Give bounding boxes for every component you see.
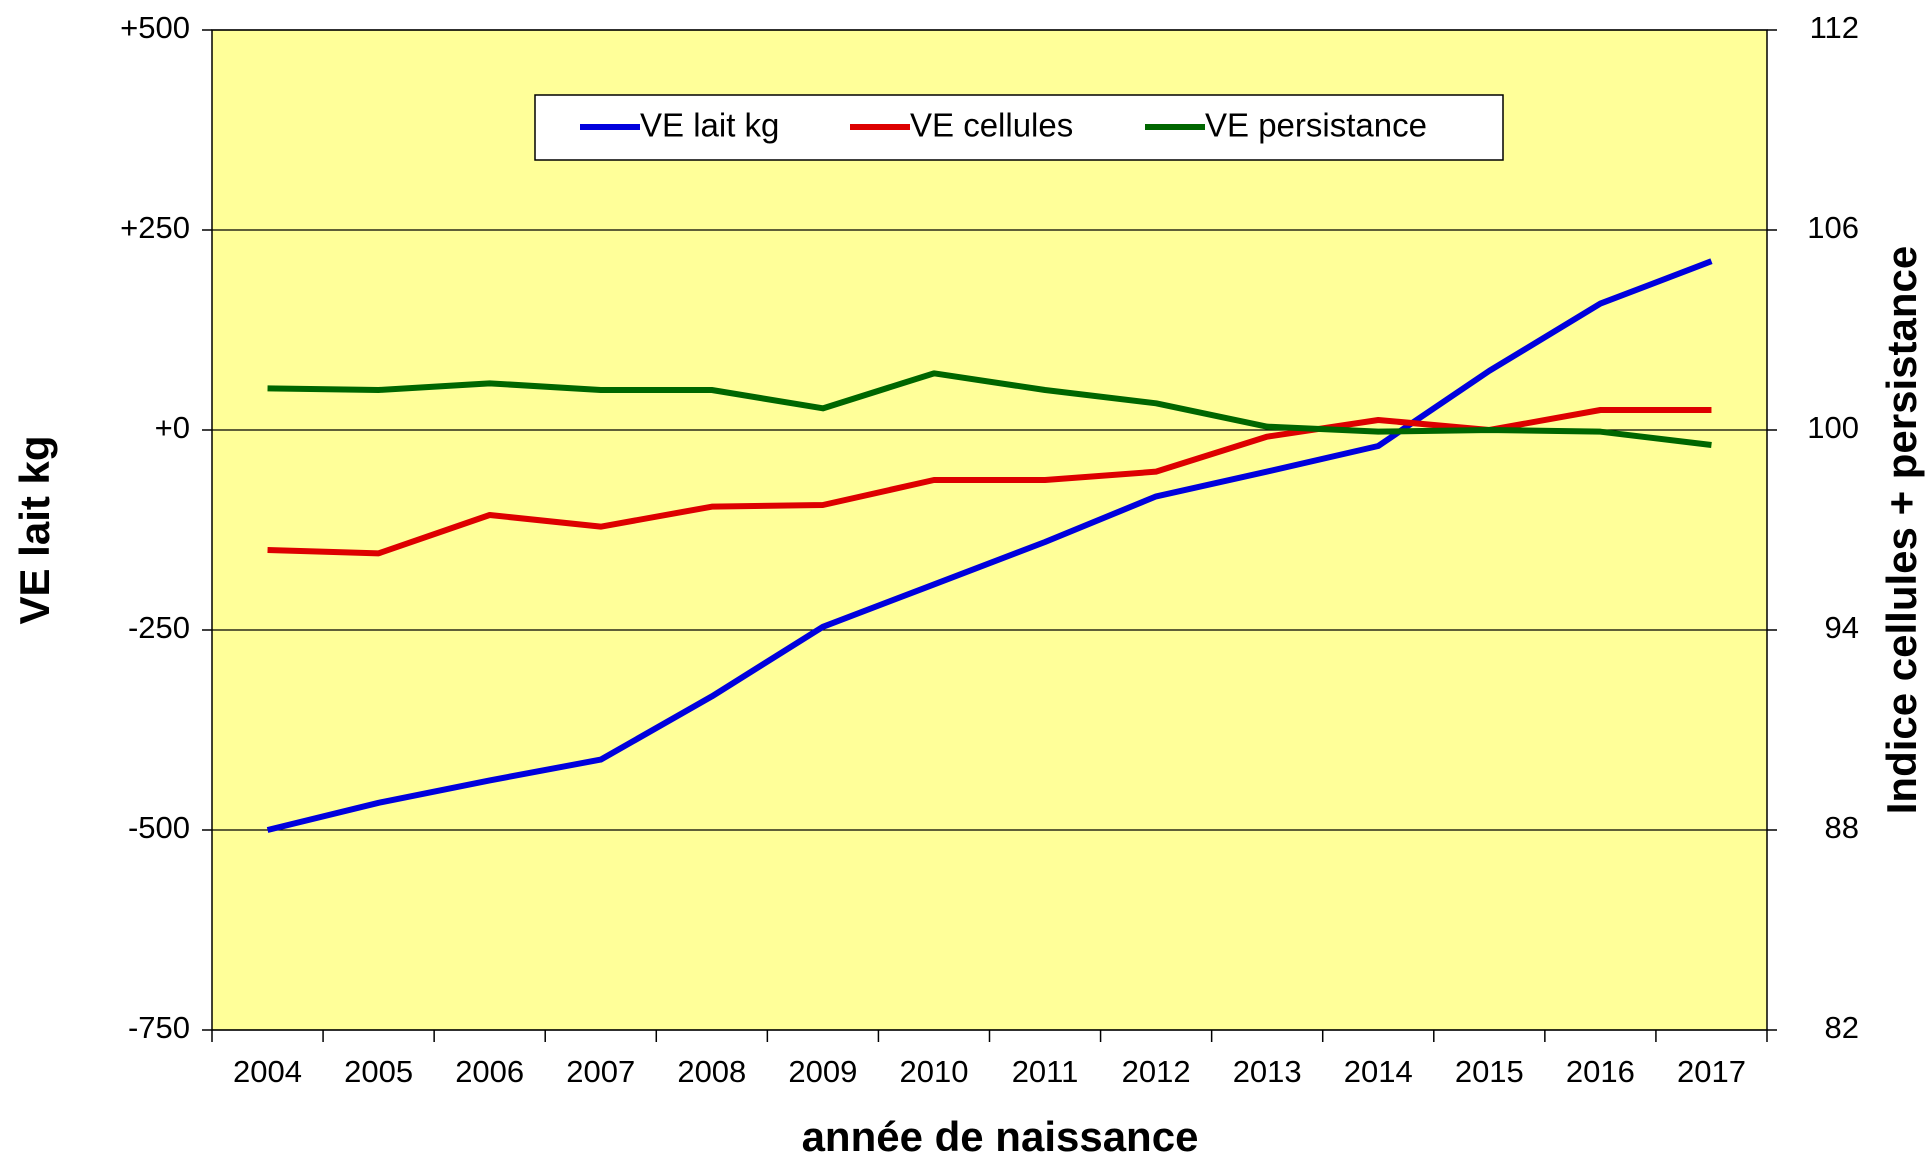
x-tick-label: 2014 <box>1344 1054 1413 1089</box>
y2-axis-title: Indice cellules + persistance <box>1878 246 1925 814</box>
y2-tick-label: 106 <box>1807 210 1859 245</box>
x-tick-label: 2010 <box>899 1054 968 1089</box>
y-tick-label: +500 <box>120 10 190 45</box>
x-axis-title: année de naissance <box>802 1113 1199 1160</box>
y-axis-title: VE lait kg <box>11 435 58 624</box>
x-tick-label: 2016 <box>1566 1054 1635 1089</box>
x-tick-label: 2015 <box>1455 1054 1524 1089</box>
x-tick-label: 2006 <box>455 1054 524 1089</box>
x-tick-label: 2005 <box>344 1054 413 1089</box>
series-line <box>267 370 1712 448</box>
legend-box <box>534 94 1504 161</box>
y-tick-label: -250 <box>128 610 190 645</box>
plot-area <box>212 30 1767 1030</box>
x-tick-label: 2009 <box>788 1054 857 1089</box>
y-tick-label: +0 <box>155 410 190 445</box>
legend-label: VE cellules <box>910 107 1073 144</box>
y-tick-label: -750 <box>128 1010 190 1045</box>
y-tick-label: +250 <box>120 210 190 245</box>
legend-label: VE lait kg <box>640 107 779 144</box>
x-tick-label: 2011 <box>1012 1054 1079 1089</box>
y2-tick-label: 88 <box>1825 810 1859 845</box>
x-tick-label: 2007 <box>566 1054 635 1089</box>
x-tick-label: 2017 <box>1677 1054 1746 1089</box>
legend-label: VE persistance <box>1205 107 1427 144</box>
x-tick-label: 2008 <box>677 1054 746 1089</box>
y-tick-label: -500 <box>128 810 190 845</box>
x-tick-label: 2004 <box>233 1054 302 1089</box>
y2-tick-label: 82 <box>1825 1010 1859 1045</box>
y2-tick-label: 112 <box>1810 10 1859 45</box>
x-tick-label: 2012 <box>1122 1054 1191 1089</box>
y2-tick-label: 94 <box>1825 610 1859 645</box>
series-line <box>266 258 1713 833</box>
x-tick-label: 2013 <box>1233 1054 1302 1089</box>
y2-tick-label: 100 <box>1807 410 1859 445</box>
